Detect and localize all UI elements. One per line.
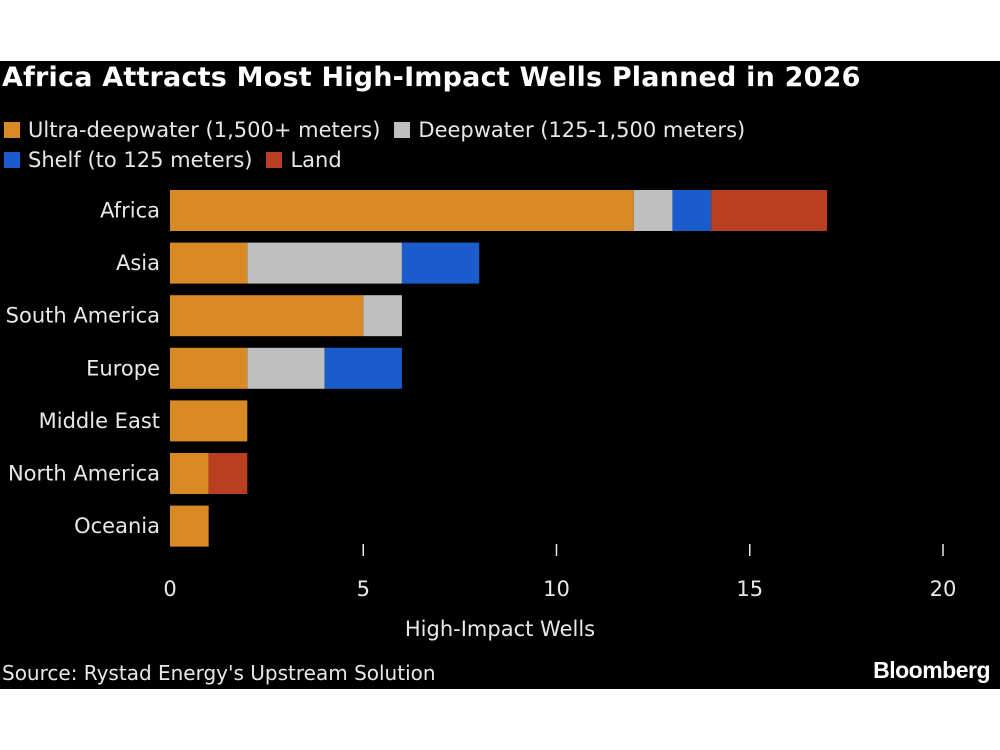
bar-segment xyxy=(711,190,828,231)
legend-swatch xyxy=(266,152,283,168)
bar-segment xyxy=(170,505,209,547)
bar-segment xyxy=(170,295,364,337)
bar-segment xyxy=(401,242,480,284)
legend-item-land: Land xyxy=(266,148,342,172)
bar-segment xyxy=(247,347,325,389)
x-axis-label: High-Impact Wells xyxy=(405,617,595,641)
bar-segment xyxy=(672,190,712,231)
bar-segment xyxy=(633,190,673,231)
x-tick-label: 5 xyxy=(357,577,370,601)
legend-label: Ultra-deepwater (1,500+ meters) xyxy=(28,118,381,142)
bar-segment xyxy=(363,295,402,337)
bar-segment xyxy=(324,347,402,389)
legend-row-2: Shelf (to 125 meters) Land xyxy=(4,148,356,172)
chart-panel xyxy=(0,61,1000,689)
category-label: Oceania xyxy=(74,514,160,538)
bar-segment xyxy=(170,242,248,284)
legend-swatch xyxy=(4,152,20,168)
legend-row-1: Ultra-deepwater (1,500+ meters) Deepwate… xyxy=(4,118,759,142)
legend-label: Shelf (to 125 meters) xyxy=(28,148,253,172)
source-note: Source: Rystad Energy's Upstream Solutio… xyxy=(2,661,436,685)
legend-label: Deepwater (125-1,500 meters) xyxy=(418,118,746,142)
category-label: Europe xyxy=(86,356,160,380)
x-tick-label: 20 xyxy=(930,577,957,601)
bar-segment xyxy=(170,400,248,442)
category-label: South America xyxy=(6,304,160,328)
bar-segment xyxy=(208,453,248,494)
legend-swatch xyxy=(4,122,20,138)
category-label: Asia xyxy=(116,251,160,275)
bar-segment xyxy=(170,453,209,494)
x-tick-label: 15 xyxy=(736,577,763,601)
category-label: Africa xyxy=(100,199,160,223)
x-tick-label: 10 xyxy=(543,577,570,601)
legend-item-deepwater: Deepwater (125-1,500 meters) xyxy=(394,118,745,142)
legend-swatch xyxy=(394,122,411,138)
category-label: North America xyxy=(8,462,160,486)
bar-segment xyxy=(170,347,248,389)
chart-title: Africa Attracts Most High-Impact Wells P… xyxy=(2,62,861,93)
legend-label: Land xyxy=(290,148,342,172)
x-tick-label: 0 xyxy=(163,577,176,601)
bloomberg-logo: Bloomberg xyxy=(873,657,990,683)
bar-segment xyxy=(170,190,634,231)
legend-item-ultra-deepwater: Ultra-deepwater (1,500+ meters) xyxy=(4,118,380,142)
legend-item-shelf: Shelf (to 125 meters) xyxy=(4,148,252,172)
bar-segment xyxy=(247,242,402,284)
category-label: Middle East xyxy=(39,409,160,433)
